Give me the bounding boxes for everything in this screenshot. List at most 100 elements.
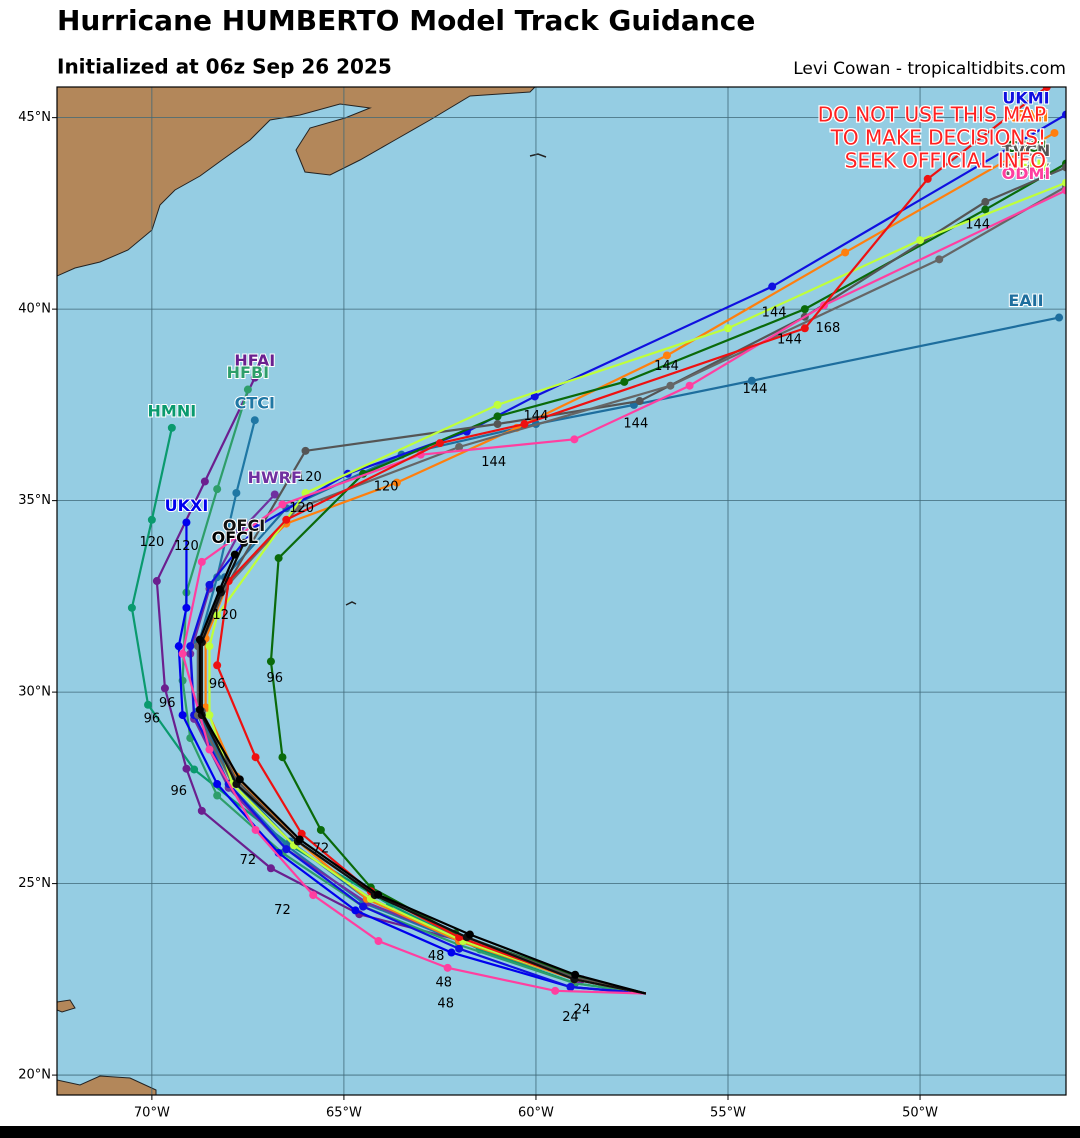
track-point [232, 488, 241, 497]
track-point [435, 439, 444, 448]
track-point [178, 711, 187, 720]
track-point [465, 930, 474, 939]
model-label: HWRF [248, 468, 302, 487]
track-point [768, 282, 777, 291]
hour-label: 120 [374, 480, 399, 495]
hour-label: 96 [267, 671, 284, 686]
island [57, 999, 76, 1013]
model-label: OFCI [223, 516, 265, 535]
hour-label: 144 [762, 305, 787, 320]
hour-label: 96 [209, 677, 226, 692]
track-point [800, 324, 809, 333]
track-point [724, 324, 733, 333]
hour-label: 144 [965, 217, 990, 232]
track-point [1062, 178, 1066, 187]
hour-label: 72 [313, 842, 330, 857]
track-point [230, 550, 239, 559]
track-point [186, 642, 195, 651]
track-point [213, 791, 222, 800]
track-point [800, 305, 809, 314]
model-label: GFSI [1005, 137, 1047, 156]
track-point [178, 649, 187, 658]
hour-label: 144 [524, 409, 549, 424]
track-point [213, 611, 222, 620]
hour-label: 48 [437, 997, 454, 1012]
track-point [250, 416, 259, 425]
track-point [351, 906, 360, 915]
track-point [566, 983, 575, 991]
track-point [923, 174, 932, 183]
track-point [493, 420, 502, 429]
model-label: TVCX [1002, 160, 1050, 179]
track-point [270, 490, 279, 499]
island [345, 601, 357, 606]
track-point [205, 711, 214, 720]
track-point [520, 420, 529, 429]
x-tick-label: 65°W [326, 1106, 362, 1121]
track-point [359, 902, 368, 911]
track-point [1062, 110, 1066, 119]
hour-label: 120 [297, 470, 322, 485]
track-point [455, 443, 464, 451]
track-point [455, 944, 464, 953]
track-point [493, 400, 502, 409]
track-point [374, 937, 383, 946]
track-point [935, 255, 944, 264]
track-point [174, 642, 183, 651]
track-point [205, 745, 214, 754]
hour-label: 168 [815, 321, 840, 336]
hour-label: 72 [274, 903, 291, 918]
model-label: AEMI [1003, 106, 1048, 125]
track [216, 87, 1048, 995]
y-tick-label: 45°N [18, 110, 51, 125]
hour-label: 120 [139, 535, 164, 550]
track-point [1062, 163, 1066, 172]
track-point [213, 485, 222, 494]
credit: Levi Cowan - tropicaltidbits.com [793, 59, 1066, 79]
hour-label: 144 [742, 382, 767, 397]
y-tick-label: 25°N [18, 876, 51, 891]
track-point [551, 986, 560, 995]
track-point [493, 412, 502, 421]
model-label: HFAI [234, 351, 275, 370]
track-point [144, 700, 153, 709]
hour-label: 144 [623, 417, 648, 432]
hour-label: 144 [654, 359, 679, 374]
track-point [374, 890, 383, 899]
track-point [570, 435, 579, 444]
x-tick-label: 60°W [518, 1106, 554, 1121]
model-label: CTCI [235, 394, 275, 413]
x-tick-label: 55°W [710, 1106, 746, 1121]
hour-label: 120 [212, 608, 237, 623]
track-point [282, 845, 291, 854]
axis-ticks: 70°W 65°W 60°W 55°W 50°W 20°N 25°N 30°N 35°N 40°N… [18, 110, 938, 1120]
track-point [195, 705, 204, 714]
x-tick-label: 50°W [902, 1106, 938, 1121]
track-point [278, 753, 287, 762]
land [57, 87, 536, 277]
track-point [274, 554, 283, 563]
track-point [250, 373, 259, 382]
track-point [205, 580, 214, 589]
track-point [981, 205, 990, 214]
hour-label: 96 [159, 696, 176, 711]
track-point [266, 657, 275, 666]
y-tick-label: 40°N [18, 302, 51, 317]
track-point [213, 780, 222, 789]
track-point [195, 635, 204, 644]
warning-line: SEEK OFFICIAL INFO [845, 149, 1046, 173]
track-point [282, 515, 291, 524]
hour-label: 120 [289, 501, 314, 516]
track-point [635, 397, 644, 406]
track-point [278, 500, 287, 509]
hour-label: 48 [436, 976, 453, 991]
track-point [197, 557, 206, 566]
track-point [182, 518, 191, 527]
hour-label: 96 [170, 784, 187, 799]
track-point [243, 385, 252, 394]
track-point [266, 864, 275, 873]
hour-label: 24 [562, 1010, 579, 1025]
track-point [685, 381, 694, 390]
